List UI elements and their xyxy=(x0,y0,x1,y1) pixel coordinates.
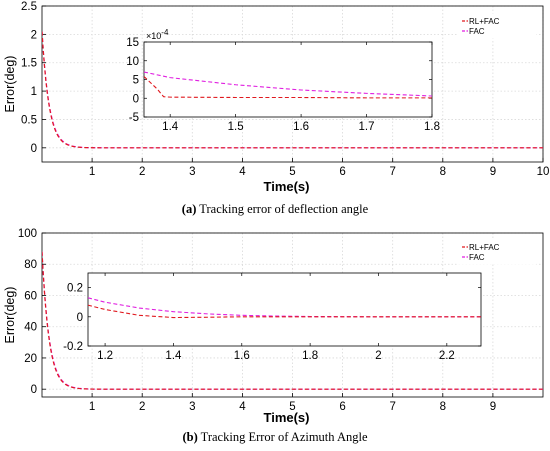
x-axis-label: Time(s) xyxy=(264,410,310,425)
inset-panel-a: 1.4 1.5 1.6 1.7 1.8 -5 0 5 10 15 ×10-4 xyxy=(126,28,440,133)
x-tick-label: 10 xyxy=(537,166,550,178)
x-tick-label: 6 xyxy=(339,401,345,413)
x-tick-label: 4 xyxy=(239,166,246,178)
inset-series-line-rl-fac xyxy=(88,304,481,319)
series-line-rl-fac xyxy=(42,31,543,149)
chart-panel-b: 1 2 3 4 5 6 7 8 9020406080100Time(s)Error(deg)RL… xyxy=(3,228,544,425)
y-tick-label: 1.5 xyxy=(21,58,37,70)
legend-box xyxy=(457,13,537,39)
legend-label: FAC xyxy=(469,27,485,36)
legend-label: FAC xyxy=(469,253,485,262)
inset-x-tick-label: 2 xyxy=(375,350,381,362)
inset-x-tick-label: 1.6 xyxy=(293,121,309,133)
inset-y-tick-label: 0 xyxy=(77,312,83,324)
x-tick-label: 1 xyxy=(89,401,95,413)
y-tick-label: 1 xyxy=(31,86,37,98)
caption-a: (a) Tracking error of deflection angle xyxy=(0,202,550,217)
caption-b-tag: (b) xyxy=(182,430,198,444)
caption-a-tag: (a) xyxy=(181,202,197,216)
inset-y-tick-label: 0.2 xyxy=(67,283,83,295)
legend-label: RL+FAC xyxy=(469,17,500,26)
x-tick-label: 6 xyxy=(339,166,345,178)
x-tick-label: 9 xyxy=(490,401,496,413)
x-tick-label: 8 xyxy=(440,401,446,413)
y-axis-label: Error(deg) xyxy=(3,56,17,113)
inset-y-tick-label: 5 xyxy=(133,75,139,87)
x-tick-label: 3 xyxy=(189,166,195,178)
inset-panel-b: 1.2 1.4 1.6 1.8 2 2.2 -0.2 0 0.2 xyxy=(63,272,482,362)
inset-y-tick-label: 0 xyxy=(133,93,139,105)
x-tick-label: 9 xyxy=(490,166,496,178)
inset-x-tick-label: 1.8 xyxy=(424,121,440,133)
x-tick-label: 8 xyxy=(440,166,446,178)
x-tick-label: 5 xyxy=(289,401,295,413)
caption-b: (b) Tracking Error of Azimuth Angle xyxy=(0,430,550,445)
x-tick-label: 7 xyxy=(389,401,395,413)
inset-x-tick-label: 1.6 xyxy=(234,350,250,362)
inset-y-tick-label: 15 xyxy=(126,37,139,49)
y-tick-label: 0 xyxy=(31,384,37,396)
x-tick-label: 2 xyxy=(139,401,145,413)
y-tick-label: 2 xyxy=(31,29,37,41)
inset-y-tick-label: -0.2 xyxy=(63,341,83,353)
inset-y-tick-label: -5 xyxy=(129,112,139,124)
x-tick-label: 3 xyxy=(189,401,195,413)
inset-x-tick-label: 1.5 xyxy=(228,121,244,133)
x-tick-label: 5 xyxy=(289,166,295,178)
inset-series-line-fac xyxy=(88,297,481,318)
y-tick-label: 2.5 xyxy=(21,1,37,13)
inset-x-tick-label: 1.4 xyxy=(165,350,182,362)
x-tick-label: 7 xyxy=(389,166,395,178)
chart-panel-a: 1 2 3 4 5 6 7 8 9 10 0 0.5 1 1.5 2 2.5 Time(s) Error(deg)… xyxy=(3,1,549,194)
x-tick-label: 2 xyxy=(139,166,145,178)
caption-a-text: Tracking error of deflection angle xyxy=(199,202,369,216)
inset-x-tick-label: 1.4 xyxy=(162,121,179,133)
y-tick-label: 40 xyxy=(24,322,37,334)
y-tick-label: 0.5 xyxy=(21,114,37,126)
y-axis-label: Error(deg) xyxy=(3,287,17,344)
y-tick-label: 0 xyxy=(31,143,37,155)
y-tick-label: 100 xyxy=(18,228,37,240)
inset-x-tick-label: 1.7 xyxy=(359,121,375,133)
inset-box xyxy=(143,41,433,118)
inset-x-tick-label: 1.2 xyxy=(97,350,113,362)
y-tick-label: 60 xyxy=(24,290,37,302)
legend-box xyxy=(457,239,537,265)
caption-b-text: Tracking Error of Azimuth Angle xyxy=(200,430,368,444)
inset-series-line-fac xyxy=(144,71,432,97)
legend-label: RL+FAC xyxy=(469,243,500,252)
y-tick-label: 80 xyxy=(24,259,37,271)
x-axis-label: Time(s) xyxy=(264,179,310,194)
series-line-rl-fac xyxy=(42,251,543,390)
y-tick-label: 20 xyxy=(24,353,37,365)
inset-multiplier: ×10-4 xyxy=(146,28,169,41)
inset-series-line-rl-fac xyxy=(144,76,432,99)
inset-y-tick-label: 10 xyxy=(126,56,139,68)
inset-box xyxy=(87,272,482,347)
x-tick-label: 4 xyxy=(239,401,246,413)
x-tick-label: 1 xyxy=(89,166,95,178)
inset-x-tick-label: 1.8 xyxy=(302,350,318,362)
inset-x-tick-label: 2.2 xyxy=(439,350,455,362)
